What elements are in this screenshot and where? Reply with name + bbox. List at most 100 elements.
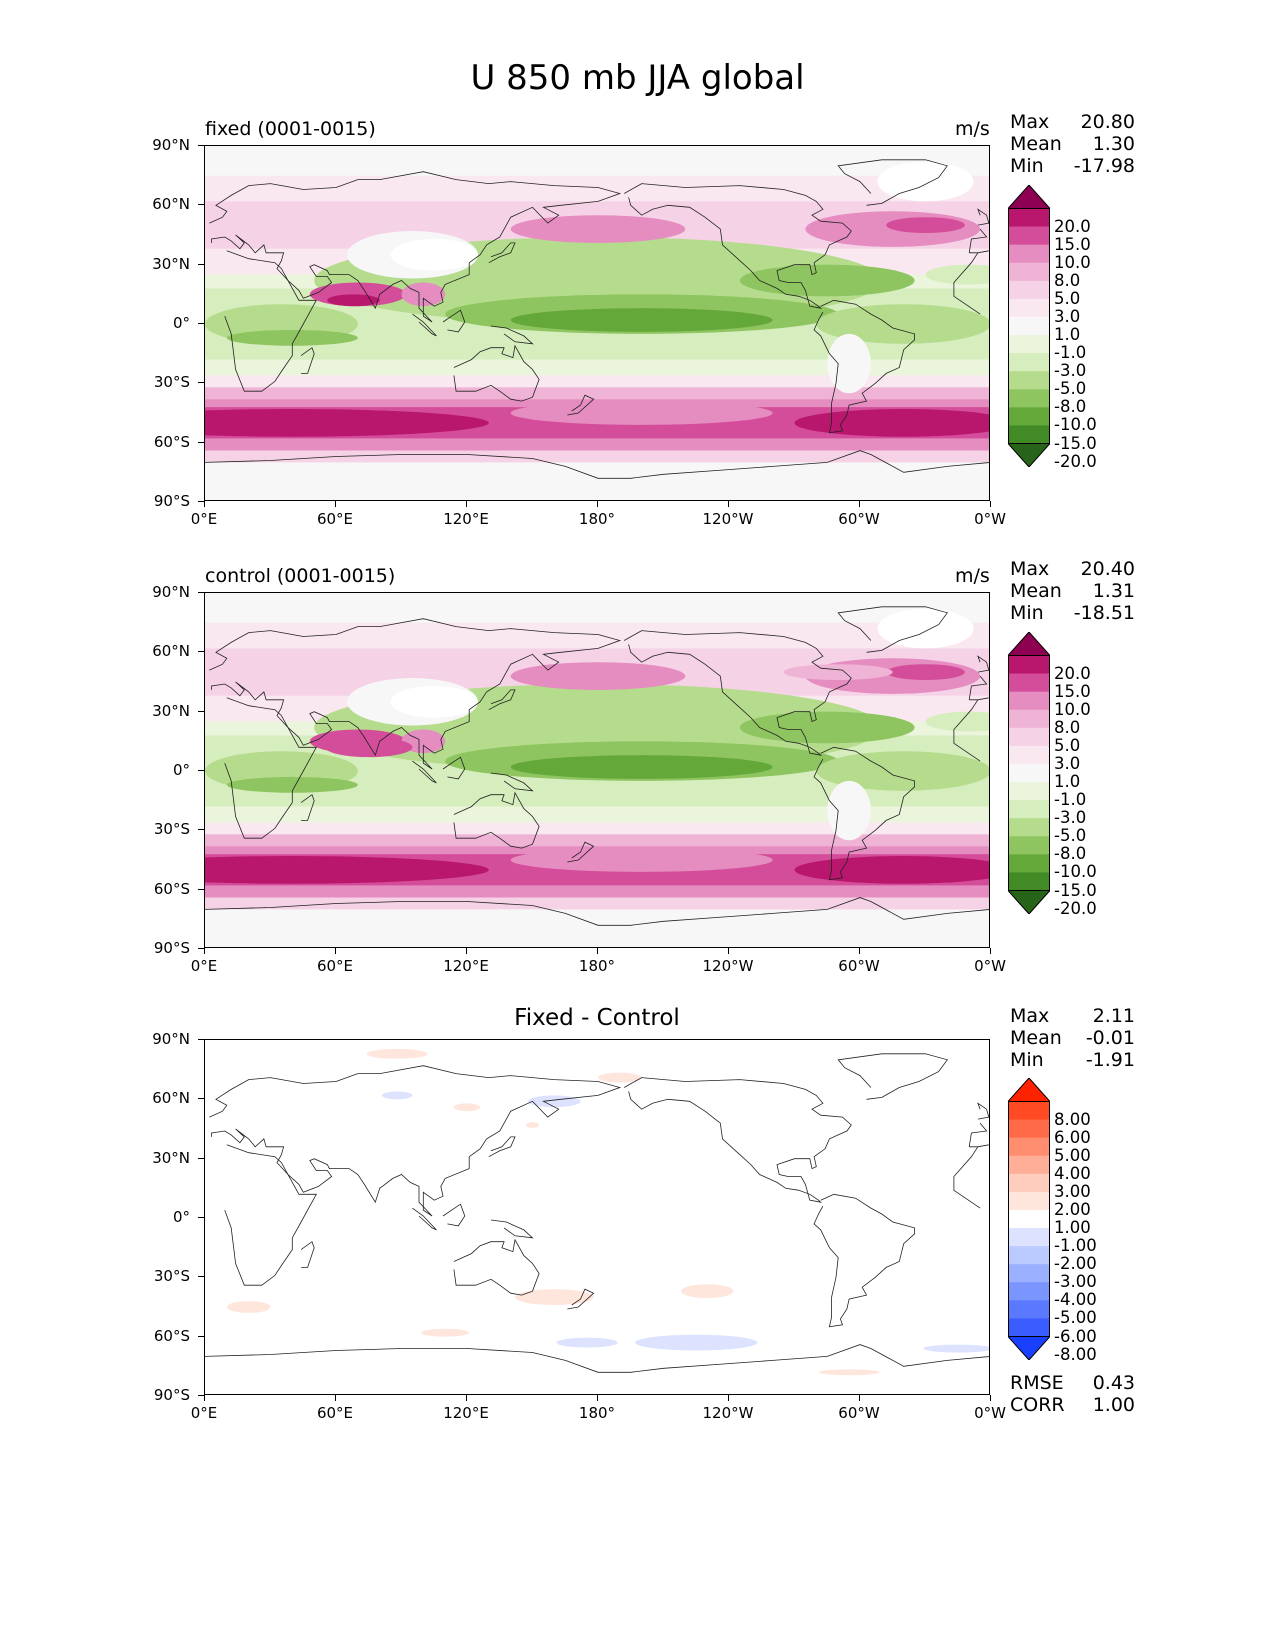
lat-tick-label: 30°S xyxy=(153,373,190,392)
lon-tick-label: 60°E xyxy=(316,1404,354,1422)
lat-tick-label: 30°N xyxy=(152,254,190,273)
lon-tick-label: 120°W xyxy=(702,957,754,975)
colorbar-tick-label: 6.00 xyxy=(1054,1127,1091,1147)
colorbar-top-extension xyxy=(1006,1077,1052,1102)
contour-band xyxy=(205,822,989,835)
lat-tick-label: 30°N xyxy=(152,701,190,720)
colorbar-tick-label: 2.00 xyxy=(1054,1199,1091,1219)
lat-tick-label: 0° xyxy=(172,314,190,332)
map-graphic xyxy=(205,593,989,947)
corr-value: 1.00 xyxy=(1092,1394,1135,1416)
mean-value: 1.31 xyxy=(1092,580,1135,602)
lon-tick-mark xyxy=(204,1395,205,1401)
colorbar-tick-label: -3.0 xyxy=(1054,808,1087,828)
contour-band xyxy=(205,175,989,202)
contour-fill xyxy=(739,711,915,744)
contour-fill xyxy=(886,217,965,234)
coastline xyxy=(453,1238,540,1296)
lon-tick-mark xyxy=(990,501,991,507)
contour-fill xyxy=(818,1369,880,1376)
lon-tick-label: 0°E xyxy=(190,957,218,975)
coastline xyxy=(567,1288,595,1310)
colorbar-tick-label: 8.0 xyxy=(1054,717,1081,737)
max-label: Max xyxy=(1010,1005,1050,1027)
colorbar-segment xyxy=(1008,763,1050,783)
lat-tick-mark xyxy=(198,710,204,712)
coastline xyxy=(453,344,540,402)
colorbar-segment xyxy=(1008,226,1050,246)
contour-fill xyxy=(205,856,489,884)
panel-2-label: control (0001-0015) xyxy=(205,565,396,587)
lon-tick-label: 0°W xyxy=(974,1404,1006,1422)
contour-fill xyxy=(827,333,871,394)
colorbar-tick-label: -8.0 xyxy=(1054,844,1087,864)
min-label: Min xyxy=(1010,602,1044,624)
lat-tick-label: 0° xyxy=(172,761,190,779)
lat-tick-mark xyxy=(198,441,204,443)
coastline xyxy=(205,897,989,926)
coastline xyxy=(813,299,915,434)
panel-1-stats: Max 20.80 Mean 1.30 Min -17.98 xyxy=(1010,111,1135,177)
lon-tick-mark xyxy=(990,948,991,954)
contour-band xyxy=(205,438,989,451)
coastline xyxy=(813,1193,915,1328)
contour-fill xyxy=(390,238,478,271)
coastline xyxy=(968,675,988,700)
min-value: -1.91 xyxy=(1085,1049,1135,1071)
coastline xyxy=(837,606,948,653)
lon-tick-mark xyxy=(335,1395,336,1401)
lat-tick-mark xyxy=(198,1276,204,1278)
contour-fill xyxy=(827,780,871,841)
colorbar-tick-label: -5.0 xyxy=(1054,379,1087,399)
lat-tick-label: 90°S xyxy=(153,1386,190,1404)
coastline xyxy=(412,1207,437,1231)
coastline xyxy=(412,313,437,337)
contour-band xyxy=(205,146,989,176)
mean-value: 1.30 xyxy=(1092,133,1135,155)
colorbar-tick-label: 10.0 xyxy=(1054,699,1091,719)
lat-tick-mark xyxy=(198,501,204,502)
contour-fill xyxy=(783,664,893,681)
lat-tick-label: 60°S xyxy=(153,879,190,898)
colorbar-segment xyxy=(1008,800,1050,819)
contour-fill xyxy=(401,729,446,754)
map-panel-difference xyxy=(204,1039,990,1395)
contour-fill xyxy=(510,308,773,332)
lon-tick-label: 60°W xyxy=(838,957,880,975)
colorbar-tick-label: -15.0 xyxy=(1054,880,1097,900)
colorbar-graphic xyxy=(1006,631,1052,915)
contour-band xyxy=(205,201,989,226)
lon-tick-label: 60°W xyxy=(838,510,880,528)
contour-fill xyxy=(515,1289,594,1306)
mean-label: Mean xyxy=(1010,133,1062,155)
colorbar-tick-label: -2.00 xyxy=(1054,1254,1097,1274)
contour-fill xyxy=(923,1344,989,1353)
coastline xyxy=(205,1344,989,1373)
lon-tick-mark xyxy=(466,501,467,507)
coastline xyxy=(567,841,595,863)
colorbar-tick-label: 8.0 xyxy=(1054,270,1081,290)
coastline xyxy=(953,699,981,762)
coastline xyxy=(977,208,989,226)
contour-fill xyxy=(886,664,965,681)
lat-tick-label: 60°N xyxy=(152,195,190,214)
colorbar-difference: 8.00 6.00 5.00 4.00 3.00 2.00 1.00 -1.00 -2.00 -3… xyxy=(1006,1077,1097,1363)
colorbar-tick-label: -8.0 xyxy=(1054,397,1087,417)
lat-tick-label: 90°S xyxy=(153,492,190,510)
coastline xyxy=(813,746,915,881)
mean-label: Mean xyxy=(1010,1027,1062,1049)
coastline xyxy=(209,171,622,323)
contour-fill xyxy=(205,409,489,437)
panel-1-units: m/s xyxy=(955,118,990,140)
coastline xyxy=(209,618,622,770)
contour-band xyxy=(205,387,989,400)
lat-tick-mark xyxy=(198,888,204,890)
colorbar-segment xyxy=(1008,353,1050,372)
colorbar-tick-label: -5.00 xyxy=(1054,1308,1097,1328)
lat-tick-label: 30°S xyxy=(153,1267,190,1286)
colorbar-tick-label: -6.00 xyxy=(1054,1326,1097,1346)
colorbar-segment xyxy=(1008,244,1050,264)
contour-band xyxy=(205,462,989,500)
lon-tick-mark xyxy=(859,948,860,954)
coastline xyxy=(224,697,317,839)
